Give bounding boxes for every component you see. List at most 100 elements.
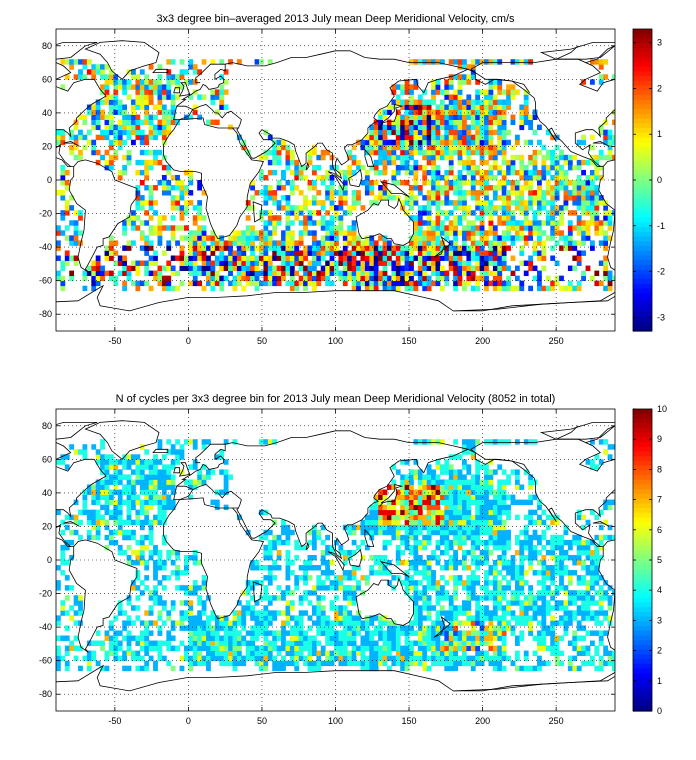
- data-bin: [409, 514, 414, 521]
- data-bin: [506, 139, 511, 146]
- data-bin: [272, 195, 278, 201]
- data-bin: [206, 635, 211, 641]
- data-bin: [281, 174, 286, 181]
- colorbar-segment: [633, 66, 652, 73]
- coastline: [585, 45, 615, 63]
- data-bin: [267, 580, 273, 586]
- data-bin: [400, 549, 406, 556]
- data-bin: [400, 255, 406, 261]
- data-bin: [581, 200, 586, 206]
- data-bin: [576, 544, 582, 551]
- data-bin: [488, 84, 494, 90]
- data-bin: [475, 565, 481, 571]
- data-bin: [475, 225, 481, 231]
- data-bin: [585, 570, 591, 576]
- data-bin: [417, 164, 423, 171]
- data-bin: [572, 539, 578, 546]
- data-bin: [56, 650, 61, 657]
- data-bin: [598, 74, 604, 80]
- data-bin: [144, 94, 150, 100]
- data-bin: [69, 205, 75, 211]
- data-bin: [510, 154, 516, 161]
- data-bin: [475, 645, 481, 651]
- data-bin: [307, 575, 313, 581]
- data-bin: [453, 215, 458, 221]
- data-bin: [113, 250, 119, 256]
- data-bin: [360, 645, 366, 651]
- data-bin: [431, 124, 436, 131]
- data-bin: [201, 630, 207, 636]
- data-bin: [108, 255, 114, 261]
- data-bin: [417, 660, 423, 667]
- data-bin: [431, 99, 436, 105]
- data-bin: [170, 665, 176, 672]
- data-bin: [484, 109, 489, 115]
- data-bin: [382, 235, 388, 241]
- data-bin: [484, 104, 489, 110]
- data-bin: [329, 205, 335, 211]
- data-bin: [466, 235, 472, 241]
- data-bin: [285, 554, 291, 561]
- data-bin: [135, 635, 141, 641]
- data-bin: [497, 665, 503, 672]
- data-bin: [466, 645, 472, 651]
- data-bin: [245, 630, 251, 636]
- data-bin: [426, 134, 432, 141]
- data-bin: [347, 230, 353, 236]
- data-bin: [179, 205, 185, 211]
- data-bin: [457, 159, 463, 166]
- data-bin: [254, 260, 260, 266]
- data-bin: [307, 615, 313, 621]
- colorbar-segment: [633, 189, 652, 195]
- data-bin: [259, 655, 264, 662]
- data-bin: [197, 245, 203, 251]
- data-bin: [457, 640, 463, 646]
- data-bin: [214, 650, 220, 657]
- data-bin: [514, 134, 520, 141]
- data-bin: [422, 650, 428, 657]
- data-bin: [404, 280, 410, 287]
- data-bin: [338, 260, 344, 266]
- data-bin: [272, 615, 278, 621]
- data-bin: [585, 554, 591, 561]
- data-bin: [479, 124, 485, 131]
- data-bin: [409, 630, 414, 636]
- data-bin: [104, 94, 110, 100]
- data-bin: [289, 655, 295, 662]
- data-bin: [404, 79, 410, 85]
- data-bin: [122, 139, 128, 146]
- data-bin: [320, 154, 326, 161]
- data-bin: [585, 605, 591, 611]
- data-bin: [559, 174, 564, 181]
- data-bin: [316, 605, 322, 611]
- data-bin: [364, 235, 370, 241]
- data-bin: [576, 605, 582, 611]
- data-bin: [479, 630, 485, 636]
- data-bin: [470, 645, 476, 651]
- data-bin: [73, 139, 79, 146]
- data-bin: [585, 205, 591, 211]
- data-bin: [488, 260, 494, 266]
- data-bin: [497, 215, 503, 221]
- data-bin: [519, 615, 525, 621]
- data-bin: [170, 200, 176, 206]
- data-bin: [135, 89, 141, 95]
- data-bin: [360, 620, 366, 626]
- data-bin: [139, 260, 145, 266]
- data-bin: [364, 265, 370, 271]
- data-bin: [537, 280, 542, 287]
- data-bins: [56, 439, 615, 672]
- data-bin: [139, 79, 145, 85]
- data-bin: [594, 185, 600, 191]
- data-bin: [289, 645, 295, 651]
- data-bin: [342, 660, 348, 667]
- data-bin: [444, 104, 450, 110]
- data-bin: [422, 560, 428, 566]
- data-bin: [475, 544, 481, 551]
- data-bin: [373, 180, 379, 186]
- data-bin: [484, 114, 489, 120]
- data-bin: [232, 610, 238, 616]
- data-bin: [506, 514, 511, 521]
- data-bin: [532, 225, 538, 231]
- data-bin: [289, 240, 295, 246]
